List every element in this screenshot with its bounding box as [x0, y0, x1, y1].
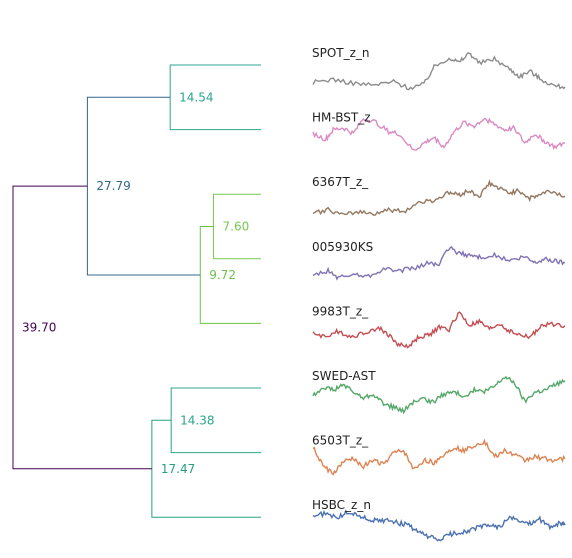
merge-link-m6 — [151, 419, 261, 518]
merge-link-m2 — [213, 193, 261, 260]
merge-height-label: 7.60 — [223, 220, 250, 234]
leaf-label: 005930KS — [312, 240, 373, 254]
series-line-005930KS — [312, 245, 566, 281]
series-line-SPOT_z_n — [312, 51, 566, 91]
merge-height-label: 14.38 — [180, 413, 214, 427]
merge-height-label: 14.54 — [179, 90, 213, 104]
series-line-6367T_z_ — [312, 179, 566, 216]
leaf-label: SWED-AST — [312, 369, 376, 383]
series-line-9983T_z_ — [312, 311, 566, 349]
leaf-label: 6503T_z_ — [312, 434, 369, 448]
merge-link-m1 — [169, 64, 261, 131]
dendrogram-tree: 14.54 7.60 9.72 27.79 14.38 17.47 39.70 — [12, 64, 261, 518]
merge-height-label: 9.72 — [209, 268, 236, 282]
leaf-label: HM-BST_z — [312, 111, 371, 125]
series-line-HSBC_z_n — [312, 509, 566, 542]
merge-height-label: 39.70 — [22, 320, 56, 334]
merge-height-label: 27.79 — [96, 179, 130, 193]
series-line-HM-BST_z — [312, 117, 566, 151]
leaf-label: HSBC_z_n — [312, 498, 371, 512]
series-line-6503T_z_ — [312, 438, 566, 476]
merge-height-label: 17.47 — [161, 462, 195, 476]
leaf-label: SPOT_z_n — [312, 46, 370, 60]
leaf-series-group: SPOT_z_n HM-BST_z 6367T_z_ 005930KS 9983T_z_… — [312, 46, 566, 542]
series-line-SWED-AST — [312, 375, 566, 415]
leaf-label: 6367T_z_ — [312, 175, 369, 189]
merge-link-m3 — [199, 226, 261, 324]
merge-link-m7 — [12, 185, 152, 470]
leaf-label: 9983T_z_ — [312, 304, 369, 318]
